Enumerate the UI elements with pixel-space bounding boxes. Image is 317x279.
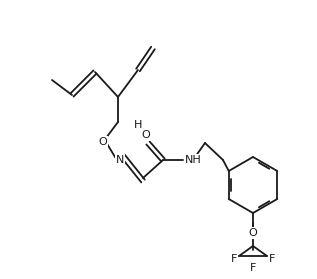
Text: O: O <box>99 137 107 147</box>
Text: O: O <box>142 130 150 140</box>
Text: N: N <box>116 155 124 165</box>
Text: F: F <box>231 254 237 264</box>
Text: O: O <box>249 228 257 238</box>
Text: F: F <box>269 254 275 264</box>
Text: NH: NH <box>185 155 202 165</box>
Text: H: H <box>134 120 142 130</box>
Text: F: F <box>250 263 256 273</box>
